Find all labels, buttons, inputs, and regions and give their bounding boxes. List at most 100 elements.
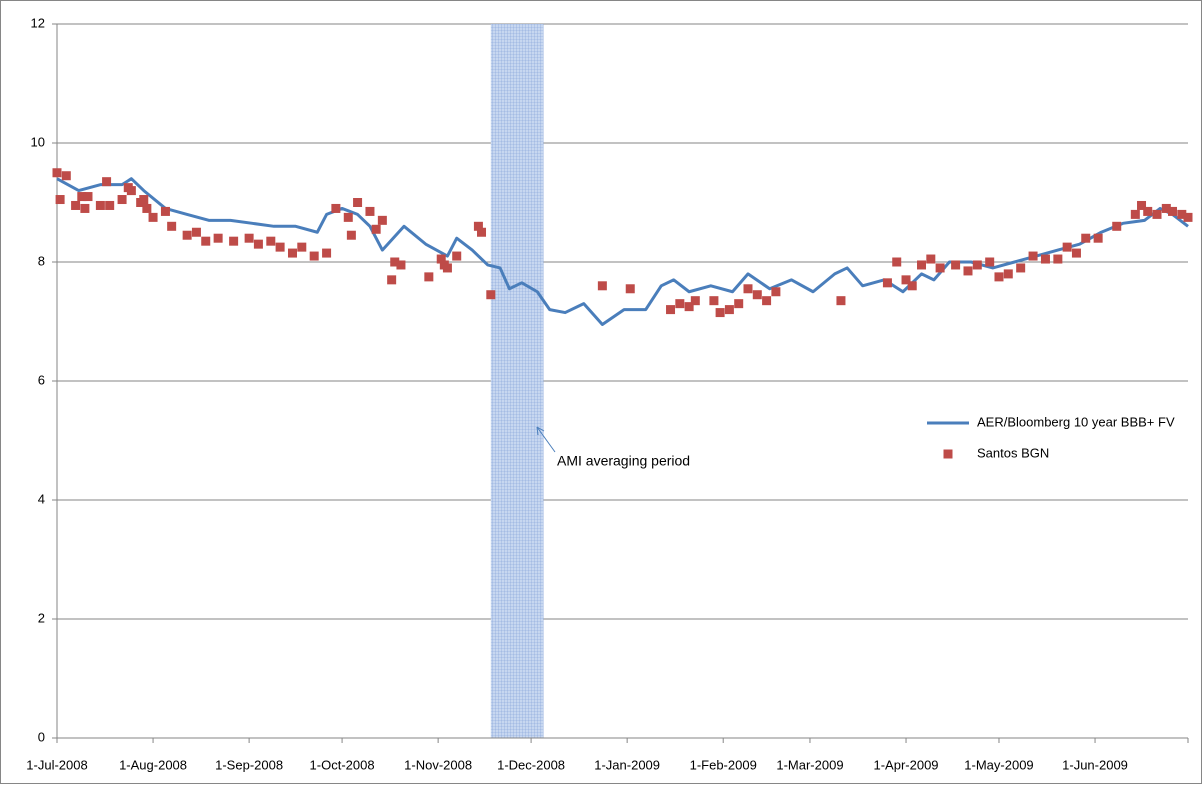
series-line <box>56 177 1189 326</box>
scatter-point <box>715 308 725 318</box>
scatter-point <box>743 284 753 294</box>
scatter-point <box>985 257 995 267</box>
x-tick-label: 1-May-2009 <box>964 757 1033 772</box>
scatter-point <box>917 260 927 270</box>
y-tick-label: 0 <box>38 729 45 744</box>
scatter-point <box>371 224 381 234</box>
scatter-point <box>77 192 87 202</box>
scatter-point <box>353 198 363 207</box>
scatter-point <box>994 272 1004 282</box>
scatter-point <box>322 248 332 258</box>
y-tick-label: 4 <box>38 491 45 506</box>
scatter-point <box>117 195 127 205</box>
scatter-point <box>182 230 192 240</box>
scatter-point <box>365 206 375 216</box>
scatter-point <box>83 192 93 202</box>
scatter-point <box>387 275 397 285</box>
scatter-point <box>951 260 961 270</box>
scatter-point <box>1137 200 1147 210</box>
scatter-point <box>61 171 71 181</box>
scatter-point <box>882 278 892 288</box>
scatter-point <box>266 236 276 246</box>
x-tick-label: 1-Oct-2008 <box>310 757 375 772</box>
shaded-period <box>490 24 544 738</box>
scatter-point <box>690 296 700 306</box>
x-tick-label: 1-Jun-2009 <box>1062 757 1128 772</box>
scatter-point <box>244 233 254 243</box>
scatter-point <box>477 227 487 237</box>
scatter-point <box>1161 203 1171 213</box>
scatter-point <box>331 203 341 213</box>
scatter-point <box>473 221 483 231</box>
scatter-point <box>762 296 772 306</box>
scatter-point <box>625 284 635 294</box>
scatter-point <box>105 200 115 210</box>
y-tick-label: 12 <box>31 15 45 30</box>
annotation: AMI averaging period <box>557 453 690 469</box>
x-tick-label: 1-Mar-2009 <box>776 757 843 772</box>
scatter-point <box>309 251 319 261</box>
scatter-point <box>297 242 307 252</box>
scatter-point <box>1016 263 1026 273</box>
scatter-point <box>1081 233 1091 243</box>
scatter-point <box>709 296 719 306</box>
y-tick-label: 2 <box>38 610 45 625</box>
scatter-point <box>275 242 285 252</box>
scatter-point <box>901 275 911 285</box>
scatter-point <box>1130 209 1140 219</box>
scatter-point <box>1168 206 1178 216</box>
scatter-point <box>724 305 734 315</box>
scatter-point <box>1177 209 1187 219</box>
x-tick-label: 1-Jan-2009 <box>594 757 660 772</box>
annotation-arrow <box>536 426 556 453</box>
scatter-point <box>935 263 945 273</box>
scatter-point <box>666 305 676 315</box>
scatter-point <box>1053 254 1063 264</box>
scatter-point <box>424 272 434 282</box>
scatter-point <box>486 290 496 300</box>
legend-label: Santos BGN <box>977 445 1049 460</box>
scatter-point <box>675 299 685 309</box>
legend-label: AER/Bloomberg 10 year BBB+ FV <box>977 414 1175 429</box>
scatter-point <box>892 257 902 267</box>
scatter-point <box>926 254 936 264</box>
x-tick-label: 1-Feb-2009 <box>690 757 757 772</box>
scatter-point <box>452 251 462 261</box>
scatter-point <box>191 227 201 237</box>
x-tick-label: 1-Nov-2008 <box>404 757 472 772</box>
scatter-point <box>346 230 356 240</box>
scatter-point <box>213 233 223 243</box>
scatter-point <box>148 212 158 222</box>
y-tick-label: 8 <box>38 253 45 268</box>
scatter-point <box>390 257 400 267</box>
scatter-point <box>396 260 406 270</box>
legend-swatch <box>943 449 953 459</box>
scatter-point <box>684 302 694 312</box>
x-tick-label: 1-Jul-2008 <box>26 757 87 772</box>
scatter-point <box>253 239 263 249</box>
scatter-point <box>71 200 81 210</box>
scatter-point <box>52 168 62 178</box>
scatter-point <box>1152 209 1162 219</box>
scatter-point <box>160 206 170 216</box>
scatter-point <box>836 296 846 306</box>
scatter-point <box>1040 254 1050 264</box>
scatter-point <box>597 281 607 291</box>
x-tick-label: 1-Dec-2008 <box>497 757 565 772</box>
scatter-point <box>102 177 112 187</box>
scatter-point <box>142 203 152 213</box>
annotation-arrowhead <box>536 426 545 436</box>
scatter-point <box>1028 251 1038 261</box>
x-tick-label: 1-Sep-2008 <box>215 757 283 772</box>
scatter-point <box>1062 242 1072 252</box>
scatter-point <box>167 221 177 231</box>
y-tick-label: 6 <box>38 372 45 387</box>
scatter-point <box>126 186 136 196</box>
x-tick-label: 1-Aug-2008 <box>119 757 187 772</box>
scatter-point <box>80 203 90 213</box>
scatter-point <box>1071 248 1081 258</box>
x-tick-label: 1-Apr-2009 <box>874 757 939 772</box>
scatter-point <box>907 281 917 291</box>
